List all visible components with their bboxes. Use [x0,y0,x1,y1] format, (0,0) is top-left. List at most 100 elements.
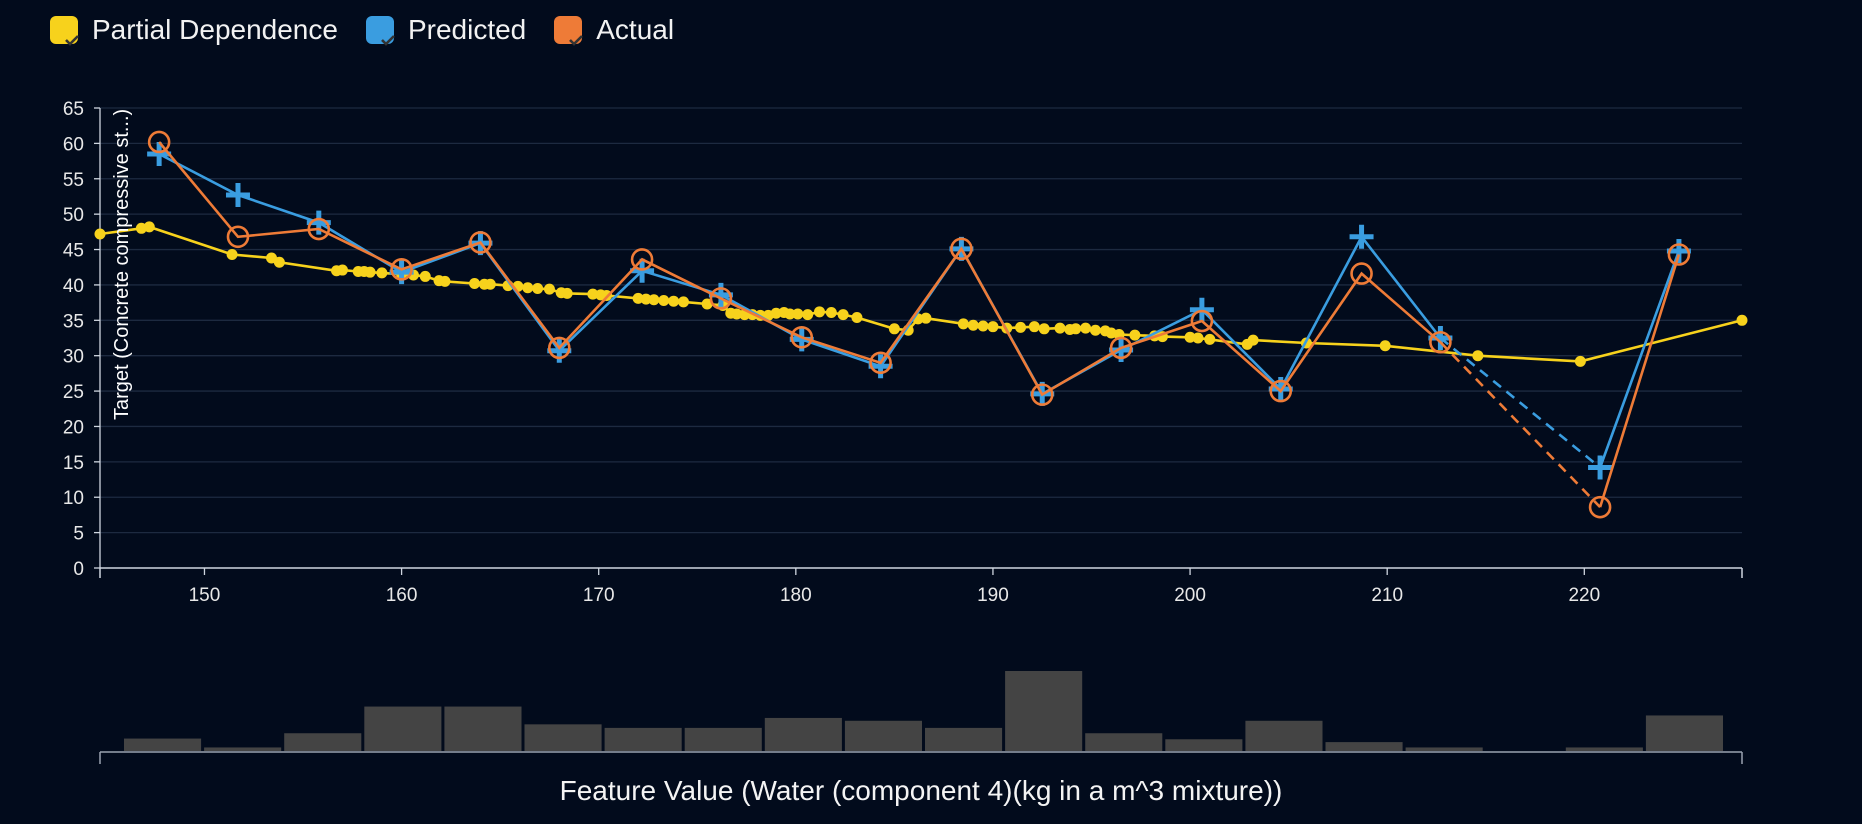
y-tick-label: 50 [63,205,84,226]
data-point [1054,322,1066,334]
data-point [532,282,544,294]
data-point [1015,321,1027,333]
data-point [522,282,534,294]
data-point [825,307,837,319]
data-point [547,336,571,360]
data-point [1184,331,1196,343]
data-point [869,351,892,375]
data-point [364,266,376,278]
histogram-bar [1565,747,1643,751]
x-tick-label: 200 [1174,585,1206,606]
data-point [1204,333,1216,345]
data-point [1189,297,1214,322]
data-point [376,267,388,279]
legend-item-predicted[interactable]: Predicted [365,14,527,46]
data-point [484,278,496,290]
x-tick-label: 220 [1568,585,1600,606]
y-tick-label: 60 [63,134,84,155]
data-point [1429,330,1452,354]
y-axis-title: Target (Concrete compressive st...) [111,109,133,420]
data-point [307,217,331,241]
data-point [1269,379,1293,403]
data-point [648,294,660,306]
series-line [99,225,1743,363]
data-point [273,256,285,268]
data-point [731,308,743,320]
data-point [888,323,900,335]
histogram-bar [1165,739,1243,751]
data-point [1070,323,1082,335]
legend-item-partial-dependence[interactable]: Partial Dependence [50,14,338,46]
data-point [336,264,348,276]
grid-lines [100,107,1742,534]
y-tick-label: 0 [73,559,84,580]
data-point [1588,495,1612,519]
data-point [784,308,796,320]
data-point [837,309,849,321]
data-point [1350,262,1373,285]
histogram-bar [204,747,282,751]
series-actual [147,130,1691,519]
series-line [1598,254,1681,508]
histogram-bar [1645,715,1723,751]
data-point [701,298,713,310]
data-point [1379,340,1391,352]
data-point [957,318,969,330]
series-line [158,152,1442,396]
data-point [658,294,670,306]
data-point [1129,329,1141,341]
x-tick-label: 190 [977,585,1009,606]
data-point [1472,350,1484,362]
data-point [987,321,999,333]
data-point [668,295,680,307]
data-point [419,270,431,282]
histogram-bar [284,733,362,751]
data-point [1109,336,1133,360]
data-point [439,275,451,287]
y-tick-label: 5 [73,524,84,545]
histogram-bar [764,717,842,751]
data-point [226,248,238,260]
legend-label: Predicted [407,14,527,45]
data-point [677,296,689,308]
legend-item-actual[interactable]: Actual [554,14,674,46]
histogram-bar [604,727,682,751]
histogram-bar [1005,671,1083,751]
histogram-bar [364,706,442,751]
x-tick-label: 210 [1371,585,1403,606]
data-point [1030,383,1054,406]
data-point [640,293,652,305]
y-tick-label: 55 [63,170,84,191]
data-point [920,312,932,324]
y-tick-label: 65 [63,99,84,120]
data-point [147,130,171,154]
legend-checkbox-icon[interactable] [50,16,79,46]
data-point [1089,324,1101,336]
data-point [1667,243,1691,266]
x-tick-label: 170 [583,585,615,606]
data-point [770,307,782,319]
y-tick-label: 10 [63,488,84,509]
data-point [225,183,250,208]
data-point [94,228,106,240]
legend-label: Partial Dependence [92,14,338,45]
histogram [99,671,1743,764]
data-point [630,258,655,283]
y-tick-label: 15 [63,453,84,474]
data-point [1192,332,1204,344]
data-point [390,258,413,281]
histogram-bar [1405,747,1483,751]
data-point [1574,355,1586,367]
histogram-bar [524,724,602,751]
data-point [790,325,814,349]
series-line [158,141,1442,397]
legend-checkbox-icon[interactable] [365,16,395,46]
legend-label: Actual [596,14,675,45]
y-tick-label: 25 [63,382,84,403]
data-point [147,142,172,166]
data-point [226,225,250,249]
chart-legend: Partial Dependence Predicted Actual [50,14,674,46]
legend-checkbox-icon[interactable] [554,16,584,46]
data-point [587,288,599,300]
